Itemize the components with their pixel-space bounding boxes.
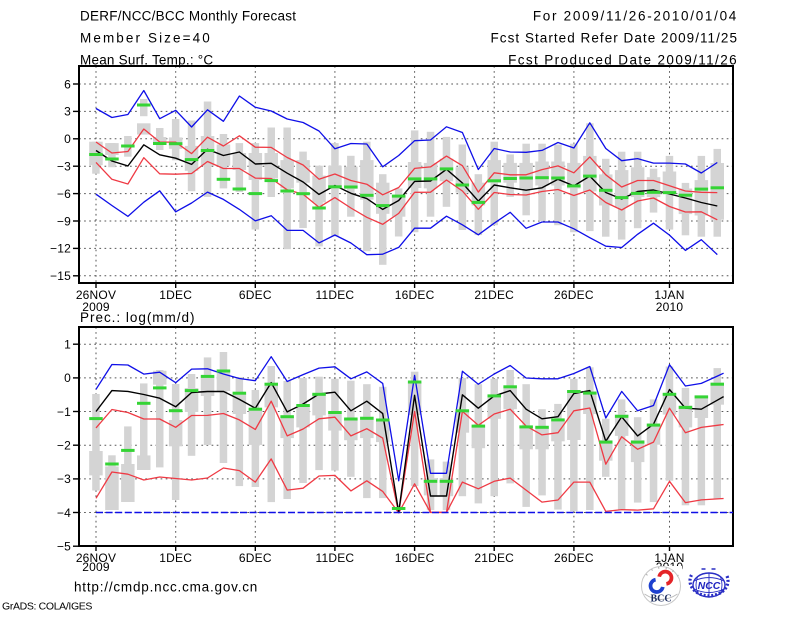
svg-text:−1: −1 (57, 405, 71, 419)
svg-text:26DEC: 26DEC (554, 551, 594, 565)
svg-text:Fcst Produced Date 2009/11/26: Fcst Produced Date 2009/11/26 (508, 53, 738, 68)
svg-text:http://cmdp.ncc.cma.gov.cn: http://cmdp.ncc.cma.gov.cn (74, 580, 258, 595)
svg-text:−3: −3 (57, 160, 71, 174)
svg-text:0: 0 (64, 132, 71, 146)
svg-text:GrADS: COLA/IGES: GrADS: COLA/IGES (2, 601, 92, 613)
svg-text:1DEC: 1DEC (159, 288, 192, 302)
svg-text:1JAN: 1JAN (654, 288, 684, 302)
svg-text:6DEC: 6DEC (239, 551, 272, 565)
svg-text:For 2009/11/26-2010/01/04: For 2009/11/26-2010/01/04 (533, 9, 738, 24)
svg-text:26NOV: 26NOV (76, 288, 116, 302)
svg-text:BCC: BCC (650, 594, 671, 605)
svg-text:DERF/NCC/BCC Monthly Forecast: DERF/NCC/BCC Monthly Forecast (80, 9, 296, 24)
svg-text:−12: −12 (50, 242, 71, 256)
svg-text:3: 3 (64, 105, 71, 119)
svg-text:−9: −9 (57, 214, 71, 228)
svg-text:−2: −2 (57, 439, 71, 453)
svg-text:26DEC: 26DEC (554, 288, 594, 302)
svg-text:6: 6 (64, 77, 71, 91)
svg-text:16DEC: 16DEC (395, 551, 435, 565)
svg-text:−4: −4 (57, 506, 71, 520)
svg-text:−5: −5 (57, 540, 71, 554)
svg-text:21DEC: 21DEC (474, 551, 514, 565)
svg-text:16DEC: 16DEC (395, 288, 435, 302)
svg-text:21DEC: 21DEC (474, 288, 514, 302)
svg-text:6DEC: 6DEC (239, 288, 272, 302)
svg-text:Fcst Started Refer Date 2009/1: Fcst Started Refer Date 2009/11/25 (491, 31, 738, 46)
svg-text:1: 1 (64, 338, 71, 352)
svg-text:Prec.: log(mm/d): Prec.: log(mm/d) (80, 310, 195, 325)
svg-text:2009: 2009 (82, 300, 110, 314)
svg-text:2009: 2009 (82, 560, 110, 574)
svg-text:−3: −3 (57, 472, 71, 486)
svg-text:Member Size=40: Member Size=40 (80, 31, 212, 46)
svg-text:−6: −6 (57, 187, 71, 201)
svg-text:NCC: NCC (698, 580, 721, 592)
svg-text:2010: 2010 (656, 300, 684, 314)
svg-text:Mean Surf. Temp.: °C: Mean Surf. Temp.: °C (80, 53, 213, 68)
svg-text:1JAN: 1JAN (654, 551, 684, 565)
svg-text:−15: −15 (50, 269, 71, 283)
svg-text:11DEC: 11DEC (316, 551, 355, 565)
svg-text:26NOV: 26NOV (76, 551, 116, 565)
svg-text:1DEC: 1DEC (159, 551, 192, 565)
svg-text:11DEC: 11DEC (316, 288, 355, 302)
svg-text:0: 0 (64, 371, 71, 385)
